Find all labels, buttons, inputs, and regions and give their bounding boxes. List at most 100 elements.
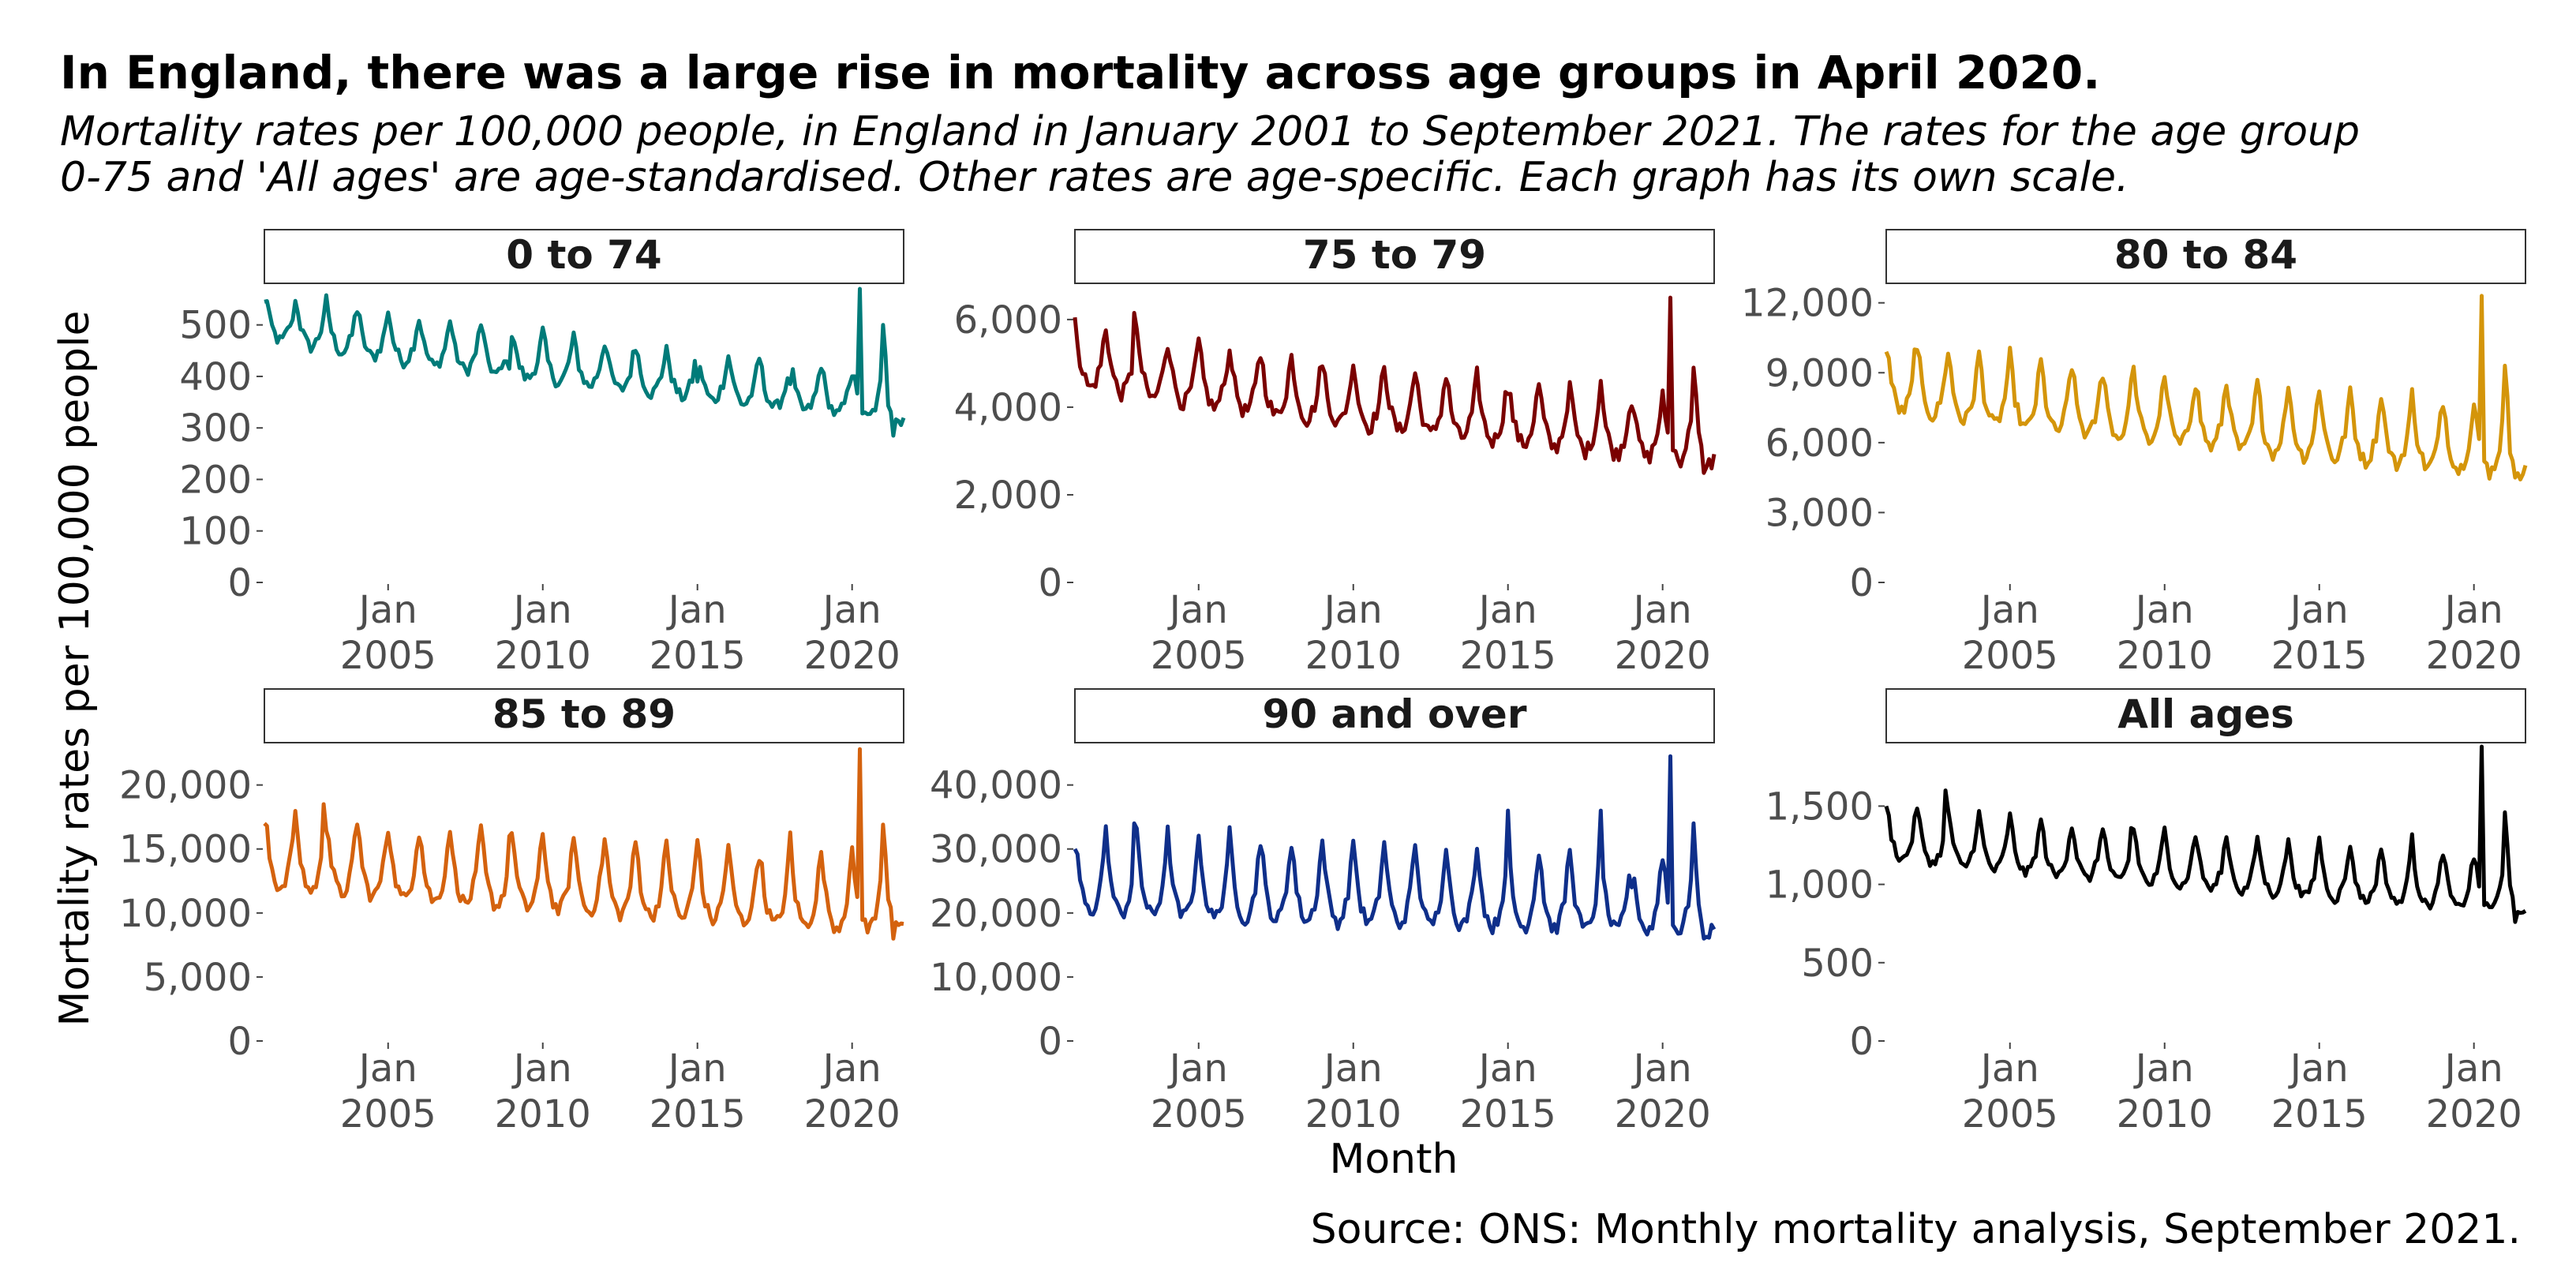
- panel-0-to-74: 0 to 740100200300400500Jan2005Jan2010Jan…: [179, 229, 906, 678]
- x-tick-label-month: Jan: [1979, 588, 2039, 632]
- panel-strip: [1885, 688, 2526, 743]
- x-tick-label-year: 2020: [804, 1092, 900, 1136]
- x-tick-label-month: Jan: [1322, 588, 1383, 632]
- x-tick-label-month: Jan: [666, 588, 727, 632]
- y-tick-label: 2,000: [954, 474, 1062, 518]
- panel-80-to-84: 80 to 8403,0006,0009,00012,000Jan2005Jan…: [1741, 229, 2528, 678]
- panel-title: 0 to 74: [506, 232, 661, 278]
- x-tick-label-year: 2005: [1962, 634, 2058, 678]
- panel-strip: [264, 229, 904, 284]
- x-tick-label-year: 2020: [1615, 634, 1711, 678]
- y-tick-label: 1,500: [1765, 784, 1874, 829]
- x-tick-label-year: 2015: [650, 634, 746, 678]
- x-tick-label-year: 2020: [2426, 634, 2522, 678]
- y-tick-label: 4,000: [954, 386, 1062, 430]
- x-tick-label-year: 2020: [1615, 1092, 1711, 1136]
- panel-strip: [1074, 229, 1715, 284]
- y-tick-label: 500: [1801, 942, 1874, 986]
- series-line: [264, 286, 906, 438]
- x-tick-label-month: Jan: [2288, 1046, 2349, 1091]
- panel-title: All ages: [2117, 691, 2294, 737]
- y-tick-label: 0: [1849, 1020, 1874, 1064]
- chart-subtitle: Mortality rates per 100,000 people, in E…: [60, 108, 2360, 201]
- panel-title: 85 to 89: [492, 691, 676, 737]
- series-line: [1884, 744, 2527, 924]
- x-tick-label-year: 2010: [495, 1092, 591, 1136]
- y-tick-label: 5,000: [144, 956, 252, 1000]
- x-tick-label-month: Jan: [1631, 1046, 1692, 1091]
- x-tick-label-year: 2005: [340, 634, 436, 678]
- y-tick-label: 100: [179, 510, 252, 554]
- y-tick-label: 30,000: [930, 828, 1062, 872]
- x-tick-label-month: Jan: [1322, 1046, 1383, 1091]
- x-tick-label-month: Jan: [357, 588, 417, 632]
- x-tick-label-year: 2005: [1962, 1092, 2058, 1136]
- panel-title: 75 to 79: [1303, 232, 1486, 278]
- x-tick-label-month: Jan: [1167, 588, 1228, 632]
- x-tick-label-month: Jan: [821, 588, 882, 632]
- y-tick-label: 500: [179, 304, 252, 348]
- y-tick-label: 0: [1038, 1020, 1062, 1064]
- y-tick-label: 0: [1849, 561, 1874, 605]
- panel-90-and-over: 90 and over010,00020,00030,00040,000Jan2…: [930, 688, 1717, 1136]
- panel-strip: [1074, 688, 1715, 743]
- x-tick-label-year: 2010: [1305, 1092, 1402, 1136]
- x-tick-label-year: 2010: [495, 634, 591, 678]
- x-tick-label-month: Jan: [2443, 1046, 2503, 1091]
- series-line: [1884, 294, 2528, 481]
- x-tick-label-year: 2010: [2117, 634, 2213, 678]
- x-tick-label-year: 2010: [2117, 1092, 2213, 1136]
- chart-title: In England, there was a large rise in mo…: [60, 46, 2101, 99]
- x-tick-label-year: 2015: [1460, 634, 1556, 678]
- x-tick-label-month: Jan: [2133, 1046, 2194, 1091]
- y-tick-label: 10,000: [930, 956, 1062, 1000]
- series-line: [263, 747, 904, 941]
- y-tick-label: 200: [179, 458, 252, 502]
- x-tick-label-year: 2020: [2426, 1092, 2522, 1136]
- x-tick-label-year: 2015: [2271, 1092, 2368, 1136]
- y-axis-label: Mortality rates per 100,000 people: [51, 311, 99, 1027]
- x-tick-label-month: Jan: [2288, 588, 2349, 632]
- x-tick-label-month: Jan: [511, 1046, 572, 1091]
- x-tick-label-year: 2015: [1460, 1092, 1556, 1136]
- x-tick-label-month: Jan: [821, 1046, 882, 1091]
- y-tick-label: 40,000: [930, 764, 1062, 808]
- x-tick-label-month: Jan: [1167, 1046, 1228, 1091]
- panel-title: 80 to 84: [2114, 232, 2297, 278]
- y-tick-label: 300: [179, 406, 252, 451]
- x-tick-label-month: Jan: [2443, 588, 2503, 632]
- x-tick-label-month: Jan: [1477, 1046, 1537, 1091]
- y-tick-label: 20,000: [930, 892, 1062, 936]
- x-axis-label: Month: [1330, 1136, 1458, 1183]
- y-tick-label: 3,000: [1765, 491, 1874, 535]
- y-tick-label: 0: [1038, 561, 1062, 605]
- y-tick-label: 9,000: [1765, 351, 1874, 395]
- panel-75-to-79: 75 to 7902,0004,0006,000Jan2005Jan2010Ja…: [954, 229, 1717, 678]
- x-tick-label-year: 2005: [340, 1092, 436, 1136]
- y-tick-label: 15,000: [119, 828, 252, 872]
- x-tick-label-month: Jan: [1631, 588, 1692, 632]
- x-tick-label-year: 2015: [2271, 634, 2368, 678]
- x-tick-label-month: Jan: [511, 588, 572, 632]
- x-tick-label-month: Jan: [1979, 1046, 2039, 1091]
- x-tick-label-month: Jan: [666, 1046, 727, 1091]
- y-tick-label: 6,000: [1765, 421, 1874, 466]
- panel-title: 90 and over: [1262, 691, 1526, 737]
- y-tick-label: 1,000: [1765, 863, 1874, 908]
- y-tick-label: 400: [179, 355, 252, 399]
- y-tick-label: 0: [227, 561, 252, 605]
- chart-source-caption: Source: ONS: Monthly mortality analysis,…: [1310, 1206, 2521, 1253]
- panel-strip: [1885, 229, 2526, 284]
- x-tick-label-year: 2015: [650, 1092, 746, 1136]
- panel-all-ages: All ages05001,0001,500Jan2005Jan2010Jan2…: [1765, 688, 2527, 1136]
- series-line: [1073, 754, 1717, 941]
- x-tick-label-month: Jan: [357, 1046, 417, 1091]
- y-tick-label: 6,000: [954, 298, 1062, 343]
- x-tick-label-year: 2010: [1305, 634, 1402, 678]
- y-tick-label: 12,000: [1741, 282, 1874, 326]
- panel-strip: [264, 688, 904, 743]
- y-tick-label: 10,000: [119, 892, 252, 936]
- x-tick-label-month: Jan: [1477, 588, 1537, 632]
- x-tick-label-month: Jan: [2133, 588, 2194, 632]
